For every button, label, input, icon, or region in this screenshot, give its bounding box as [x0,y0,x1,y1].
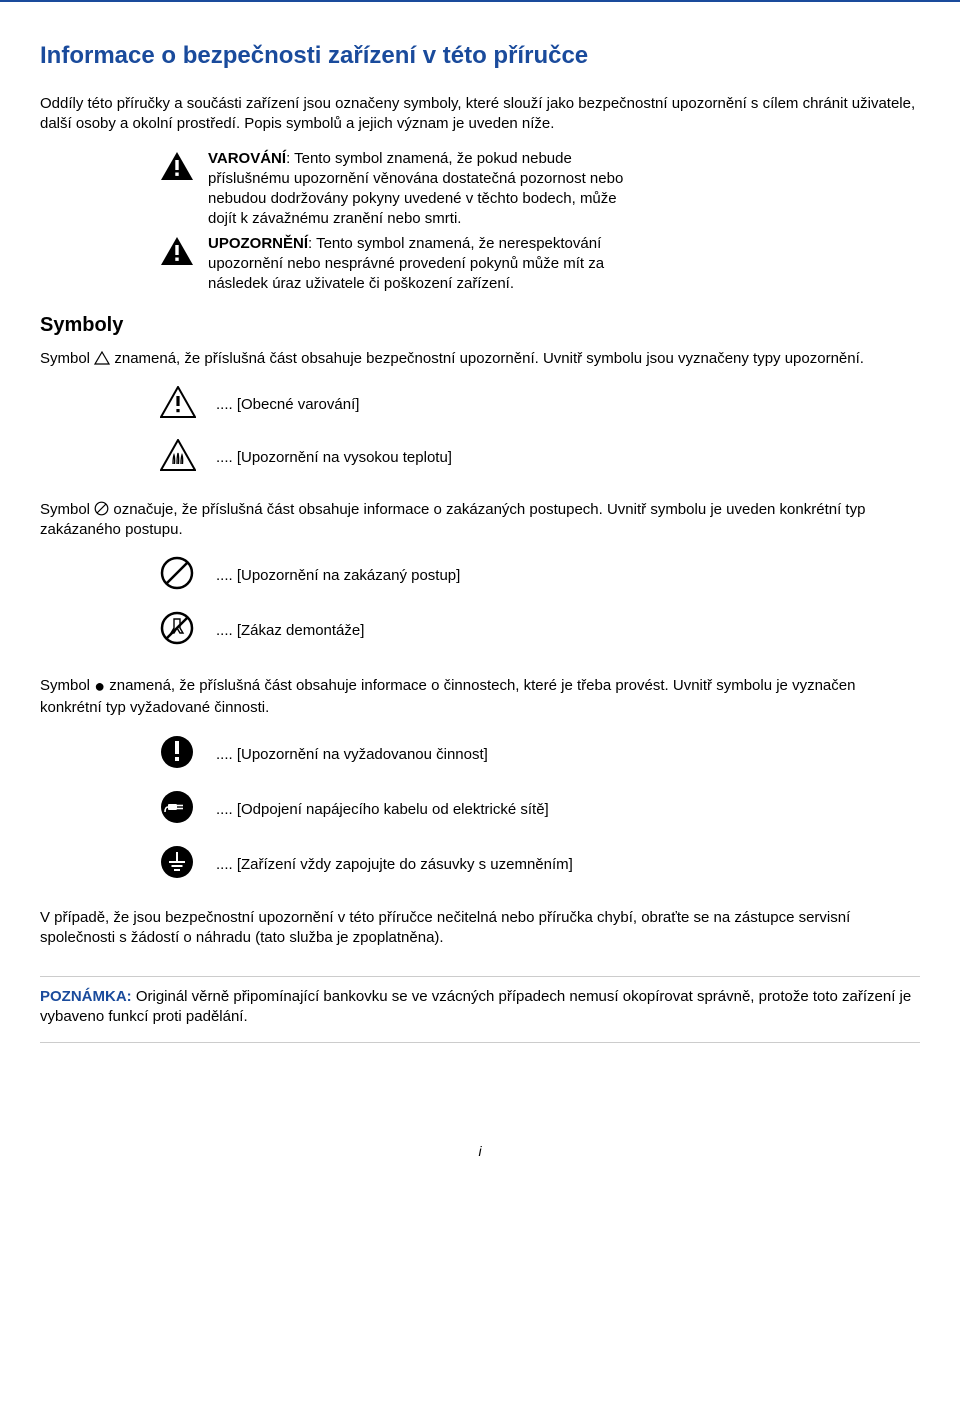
symbol-general-warning: .... [Obecné varování] [160,386,920,423]
symbol-unplug-label: .... [Odpojení napájecího kabelu od elek… [216,801,549,818]
warning-definitions: VAROVÁNÍ: Tento symbol znamená, že pokud… [160,149,920,295]
circle-para-b: označuje, že příslušná část obsahuje inf… [40,501,865,538]
symbols-heading: Symboly [40,314,920,337]
symbol-grounding: .... [Zařízení vždy zapojujte do zásuvky… [160,845,920,884]
warning-row-upozorneni: UPOZORNĚNÍ: Tento symbol znamená, že ner… [160,234,920,295]
unplug-icon [160,790,196,829]
dot-paragraph: Symbol ● znamená, že příslušná část obsa… [40,674,920,719]
dot-symbol-list: .... [Upozornění na vyžadovanou činnost]… [160,735,920,884]
intro-paragraph: Oddíly této příručky a součásti zařízení… [40,94,920,135]
circle-paragraph: Symbol označuje, že příslušná část obsah… [40,500,920,541]
warning-row-varovani: VAROVÁNÍ: Tento symbol znamená, že pokud… [160,149,920,230]
triangle-para-b: znamená, že příslušná část obsahuje bezp… [110,350,864,367]
symbol-general-warning-label: .... [Obecné varování] [216,396,359,413]
symbol-prohibited-label: .... [Upozornění na zakázaný postup] [216,567,460,584]
prohibited-icon [160,556,196,595]
triangle-outline-icon [94,351,110,365]
symbol-required-action-label: .... [Upozornění na vyžadovanou činnost] [216,746,488,763]
warning-varovani-text: VAROVÁNÍ: Tento symbol znamená, že pokud… [208,149,648,230]
page-content: Informace o bezpečnosti zařízení v této … [0,0,960,1189]
warning-varovani-bold: VAROVÁNÍ [208,150,286,167]
symbol-no-disassembly: .... [Zákaz demontáže] [160,611,920,650]
dot-para-a: Symbol [40,677,94,694]
divider-top [40,976,920,977]
triangle-symbol-list: .... [Obecné varování] .... [Upozornění … [160,386,920,476]
symbol-required-action: .... [Upozornění na vyžadovanou činnost] [160,735,920,774]
symbol-grounding-label: .... [Zařízení vždy zapojujte do zásuvky… [216,856,573,873]
note-paragraph: POZNÁMKA: Originál věrně připomínající b… [40,987,920,1028]
symbol-high-temp-label: .... [Upozornění na vysokou teplotu] [216,449,452,466]
general-warning-icon [160,386,196,423]
page-number: i [40,1143,920,1159]
warning-upozorneni-bold: UPOZORNĚNÍ [208,235,308,252]
symbol-high-temp: .... [Upozornění na vysokou teplotu] [160,439,920,476]
page-title: Informace o bezpečnosti zařízení v této … [40,42,920,70]
dot-para-b: znamená, že příslušná část obsahuje info… [40,677,855,716]
note-label: POZNÁMKA: [40,988,132,1005]
warning-triangle-filled-icon [160,151,196,186]
circle-symbol-list: .... [Upozornění na zakázaný postup] ...… [160,556,920,650]
filled-dot-icon: ● [94,676,105,696]
symbol-unplug: .... [Odpojení napájecího kabelu od elek… [160,790,920,829]
triangle-paragraph: Symbol znamená, že příslušná část obsahu… [40,349,920,369]
symbol-prohibited: .... [Upozornění na zakázaný postup] [160,556,920,595]
note-text: Originál věrně připomínající bankovku se… [40,988,911,1025]
caution-triangle-filled-icon [160,236,196,271]
required-action-icon [160,735,196,774]
closing-paragraph: V případě, že jsou bezpečnostní upozorně… [40,908,920,949]
high-temp-icon [160,439,196,476]
symbol-no-disassembly-label: .... [Zákaz demontáže] [216,622,364,639]
triangle-para-a: Symbol [40,350,94,367]
divider-bottom [40,1042,920,1043]
circle-para-a: Symbol [40,501,94,518]
prohibit-outline-icon [94,501,109,516]
warning-upozorneni-text: UPOZORNĚNÍ: Tento symbol znamená, že ner… [208,234,648,295]
no-disassembly-icon [160,611,196,650]
grounding-icon [160,845,196,884]
